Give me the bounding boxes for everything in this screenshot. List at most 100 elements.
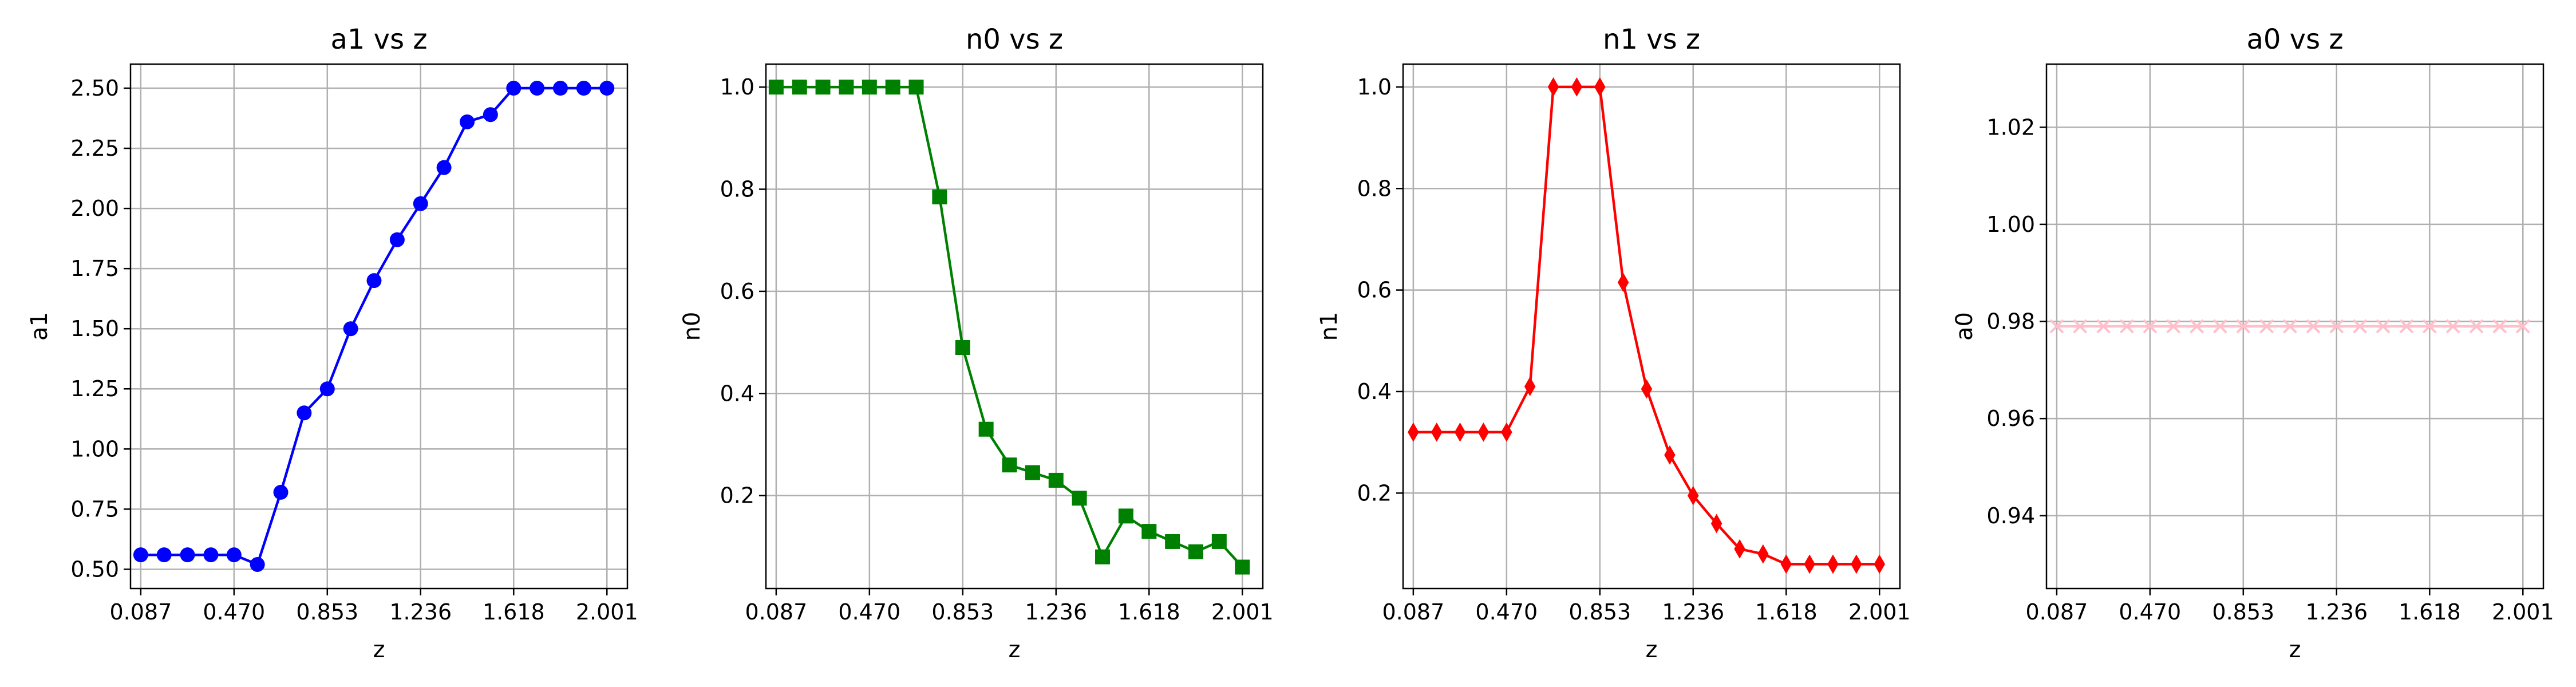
data-point [2190, 319, 2204, 334]
y-tick-label: 0.4 [1357, 379, 1392, 404]
x-tick-label: 2.001 [1211, 599, 1274, 625]
data-point [2143, 319, 2158, 334]
x-tick-label: 1.618 [1755, 599, 1818, 625]
y-tick-label: 1.00 [70, 436, 119, 461]
plot-frame [129, 63, 629, 590]
data-point [203, 547, 219, 563]
y-tick-label: 0.50 [70, 556, 119, 582]
data-point [2399, 319, 2414, 334]
data-point [1780, 554, 1792, 574]
x-axis-label: z [1009, 637, 1021, 663]
x-axis-label: z [373, 637, 385, 663]
x-tick-label: 0.470 [203, 599, 265, 625]
x-tick-label: 1.618 [1118, 599, 1180, 625]
data-point [1547, 77, 1559, 97]
data-point [2492, 319, 2507, 334]
data-point [932, 189, 947, 204]
data-point [250, 556, 265, 572]
plot-frame [2045, 63, 2545, 590]
plot-frame [765, 63, 1264, 590]
y-axis-ticks: 0.94 0.96 0.98 1.00 1.02 [1986, 114, 2046, 528]
data-point [2096, 319, 2111, 334]
x-tick-label: 0.853 [296, 599, 358, 625]
data-point [552, 81, 568, 96]
data-point [133, 547, 148, 563]
data-point [1235, 559, 1250, 575]
data-point [1734, 539, 1745, 559]
x-tick-label: 0.853 [2212, 599, 2274, 625]
data-point [1095, 549, 1111, 564]
chart-title: a1 vs z [330, 23, 427, 56]
data-point [815, 80, 831, 95]
data-point [2283, 319, 2297, 334]
data-point [2306, 319, 2321, 334]
grid-lines [766, 64, 1263, 589]
x-axis-label: z [1646, 637, 1658, 663]
y-tick-label: 1.50 [70, 316, 119, 341]
x-tick-label: 0.853 [1568, 599, 1631, 625]
data-point [506, 81, 521, 96]
x-tick-label: 2.001 [2492, 599, 2554, 625]
data-point [2422, 319, 2437, 334]
chart-title: n0 vs z [966, 23, 1063, 56]
data-point [156, 547, 172, 563]
x-tick-label: 1.618 [2399, 599, 2461, 625]
y-axis-label: a1 [26, 312, 53, 341]
data-point [1710, 514, 1722, 534]
data-point [908, 80, 924, 95]
data-point [1641, 379, 1653, 399]
x-tick-label: 0.087 [1382, 599, 1444, 625]
y-tick-label: 1.02 [1986, 114, 2035, 140]
data-point [1571, 77, 1583, 97]
x-axis-ticks: 0.087 0.470 0.853 1.236 1.618 2.001 [109, 589, 638, 625]
data-point [319, 381, 335, 397]
y-axis-label: n0 [679, 312, 705, 341]
y-tick-label: 1.75 [70, 256, 119, 281]
data-point [1048, 472, 1064, 488]
y-axis-ticks: 0.2 0.4 0.6 0.8 1.0 [1357, 74, 1403, 506]
data-point [2353, 319, 2368, 334]
series-n0 [768, 80, 1250, 575]
data-point [2469, 319, 2484, 334]
data-point [1165, 534, 1180, 549]
data-point [1874, 554, 1886, 574]
data-point [2119, 319, 2134, 334]
data-point [1118, 508, 1133, 524]
data-point [1431, 422, 1443, 442]
y-axis-ticks: 0.50 0.75 1.00 1.25 1.50 1.75 2.00 2.25 2.50 [70, 76, 131, 582]
data-point [1211, 534, 1227, 549]
data-point [389, 232, 405, 247]
series-a1 [133, 81, 615, 572]
y-tick-label: 0.6 [1357, 278, 1392, 303]
grid-lines [1403, 64, 1900, 589]
y-tick-label: 0.2 [1357, 480, 1392, 506]
data-point [2049, 319, 2064, 334]
data-point [2445, 319, 2460, 334]
x-tick-label: 0.853 [931, 599, 994, 625]
y-tick-label: 2.50 [70, 76, 119, 101]
y-tick-label: 2.25 [70, 136, 119, 161]
x-tick-label: 1.236 [389, 599, 452, 625]
data-point [1141, 524, 1157, 539]
data-point [599, 81, 615, 96]
data-point [1002, 457, 1017, 473]
data-point [1851, 554, 1862, 574]
data-point [2073, 319, 2088, 334]
data-point [343, 321, 358, 337]
data-point [2376, 319, 2391, 334]
x-tick-label: 0.087 [745, 599, 807, 625]
y-axis-label: a0 [1951, 312, 1978, 341]
data-point [1757, 544, 1769, 564]
data-point [862, 80, 877, 95]
x-axis-ticks: 0.087 0.470 0.853 1.236 1.618 2.001 [1382, 589, 1911, 625]
chart-title: a0 vs z [2246, 23, 2343, 56]
chart-n0-vs-z: n0 vs z 0.087 0.470 0.853 1.236 1.618 2.001 0… [679, 23, 1274, 663]
data-point [1188, 544, 1203, 559]
data-point [1025, 465, 1040, 480]
data-point [2259, 319, 2274, 334]
y-tick-label: 0.8 [720, 177, 754, 202]
data-point [1501, 422, 1512, 442]
y-tick-label: 0.6 [720, 279, 754, 304]
